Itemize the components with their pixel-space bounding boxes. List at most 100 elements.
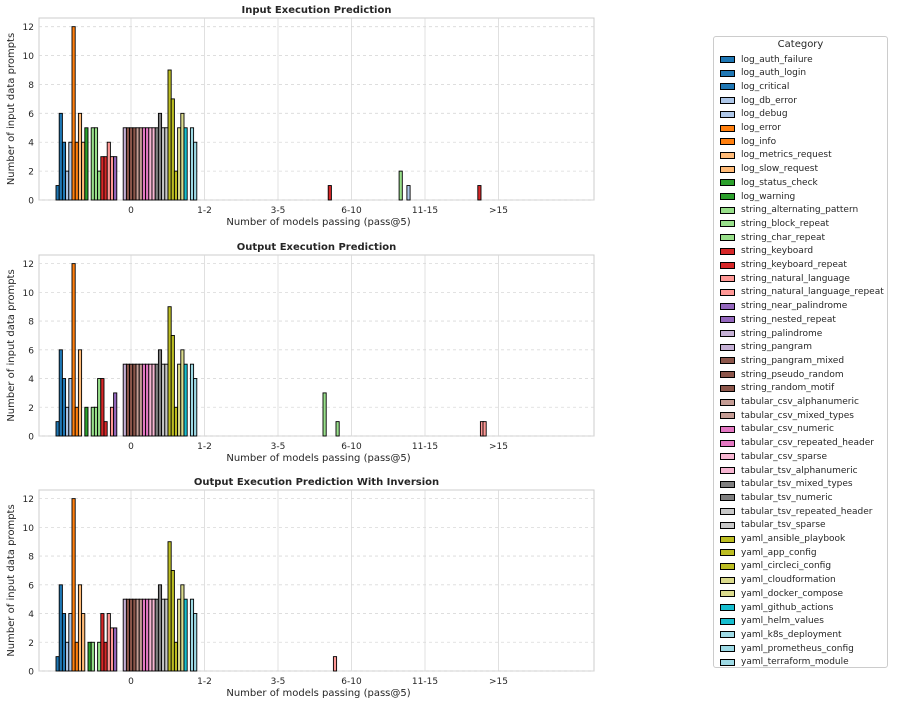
bar-log_error <box>71 498 76 672</box>
outlier-bar-string_natural_language <box>332 656 338 672</box>
legend-swatch <box>720 193 735 200</box>
bar-log_warning <box>87 641 92 672</box>
legend: Category log_auth_failure log_auth_login l… <box>713 36 888 668</box>
legend-item: tabular_tsv_mixed_types <box>720 478 853 491</box>
legend-item: tabular_tsv_numeric <box>720 491 833 504</box>
bar-string_pseudo_random <box>129 363 134 437</box>
y-tick-label: 4 <box>28 375 34 385</box>
chart-panel-3: 0 2 4 6 8 10 12 0 1-2 3-5 6-10 11-15 >15 Output Execu… <box>6 477 595 699</box>
x-tick-label: 11-15 <box>412 206 438 216</box>
y-tick-label: 10 <box>23 524 35 534</box>
legend-swatch <box>720 439 735 447</box>
y-tick-label: 2 <box>28 168 34 178</box>
y-tick-label: 8 <box>28 318 34 328</box>
legend-swatch <box>720 288 735 296</box>
legend-label: tabular_tsv_alphanumeric <box>741 465 858 476</box>
legend-label: log_warning <box>741 191 796 202</box>
legend-item: string_natural_language_repeat <box>720 286 884 299</box>
legend-label: yaml_cloudformation <box>741 575 836 586</box>
legend-item: tabular_csv_alphanumeric <box>720 396 859 409</box>
legend-item: log_auth_failure <box>720 53 813 66</box>
legend-label: string_pseudo_random <box>741 369 844 380</box>
legend-label: yaml_helm_values <box>741 616 824 627</box>
legend-label: string_random_motif <box>741 383 835 394</box>
bar-yaml_circleci_config <box>173 641 179 672</box>
bar-tabular_tsv_alphanumeric <box>151 127 156 201</box>
x-tick-label: 0 <box>128 442 134 452</box>
legend-swatch <box>720 316 735 324</box>
bar-string_keyboard_repeat <box>103 421 108 437</box>
bar-tabular_tsv_repeated_header <box>161 363 166 437</box>
bar-log_debug <box>68 378 73 437</box>
legend-item: tabular_csv_repeated_header <box>720 437 874 450</box>
bar-string_natural_language_repeat <box>109 406 115 437</box>
legend-item: string_pangram_mixed <box>720 354 844 367</box>
legend-label: string_natural_language <box>741 273 850 284</box>
legend-item: string_pseudo_random <box>720 368 844 381</box>
legend-label: string_pangram <box>741 342 812 353</box>
bar-yaml_circleci_config <box>173 170 179 201</box>
legend-label: log_critical <box>741 81 790 92</box>
outlier-bar-string_keyboard <box>327 185 332 201</box>
y-tick-label: 0 <box>28 197 34 207</box>
bar-string_natural_language <box>106 613 111 672</box>
legend-label: yaml_ansible_playbook <box>741 534 846 544</box>
bar-string_pangram <box>122 127 127 201</box>
bar-string_random_motif <box>132 363 137 437</box>
legend-swatch <box>720 275 735 283</box>
x-tick-label: 1-2 <box>197 442 212 452</box>
bar-log_info <box>74 406 79 437</box>
bar-yaml_ansible_playbook <box>167 306 172 437</box>
legend-label: tabular_tsv_numeric <box>741 492 833 503</box>
legend-swatch <box>720 562 735 570</box>
y-tick-label: 10 <box>23 52 35 62</box>
bar-log_critical <box>61 613 67 672</box>
bar-tabular_csv_alphanumeric <box>135 127 140 201</box>
bar-log_slow_request <box>81 141 86 201</box>
outlier-bar-string_keyboard_repeat <box>477 185 482 201</box>
legend-item: yaml_k8s_deployment <box>720 628 842 641</box>
bar-string_char_repeat <box>97 170 102 201</box>
bar-yaml_circleci_config <box>173 406 179 437</box>
bar-yaml_k8s_deployment <box>189 598 195 672</box>
bar-string_natural_language_repeat <box>109 627 115 672</box>
legend-label: tabular_csv_repeated_header <box>741 438 874 449</box>
y-axis-label: Number of input data prompts <box>6 33 17 185</box>
legend-swatch <box>720 521 735 529</box>
bar-log_slow_request <box>81 613 86 672</box>
bar-log_status_check <box>84 406 89 437</box>
bar-tabular_csv_repeated_header <box>145 598 150 672</box>
legend-label: string_near_palindrome <box>741 301 848 312</box>
legend-item: tabular_tsv_sparse <box>720 519 826 532</box>
x-axis-label: Number of models passing (pass@5) <box>226 453 410 464</box>
bar-string_keyboard <box>100 613 105 672</box>
x-tick-label: 6-10 <box>341 442 362 452</box>
y-tick-label: 8 <box>28 553 34 563</box>
legend-label: string_char_repeat <box>741 232 826 243</box>
legend-item: string_natural_language <box>720 272 850 285</box>
bar-tabular_csv_mixed_types <box>138 363 143 437</box>
bar-tabular_csv_numeric <box>141 127 147 201</box>
legend-swatch <box>720 494 735 502</box>
legend-swatch <box>720 343 735 351</box>
legend-swatch <box>720 330 735 337</box>
legend-label: yaml_app_config <box>741 547 817 558</box>
bar-string_pangram_mixed <box>125 363 131 437</box>
legend-label: string_natural_language_repeat <box>741 287 884 298</box>
bar-yaml_cloudformation <box>177 363 182 437</box>
bar-tabular_tsv_numeric <box>157 112 163 201</box>
legend-label: log_debug <box>741 109 788 120</box>
legend-item: string_keyboard_repeat <box>720 259 847 272</box>
bar-tabular_csv_numeric <box>141 363 147 437</box>
bar-tabular_tsv_repeated_header <box>161 127 166 201</box>
bar-tabular_tsv_sparse <box>164 363 169 437</box>
legend-item: string_nested_repeat <box>720 313 836 326</box>
legend-item: string_near_palindrome <box>720 300 847 313</box>
x-tick-label: 3-5 <box>271 677 286 687</box>
bar-tabular_csv_mixed_types <box>138 127 143 201</box>
bar-tabular_csv_sparse <box>148 598 153 672</box>
legend-item: string_block_repeat <box>720 217 829 230</box>
bar-log_info <box>74 141 79 201</box>
bar-string_block_repeat <box>93 127 99 201</box>
bar-tabular_tsv_numeric <box>157 349 163 437</box>
